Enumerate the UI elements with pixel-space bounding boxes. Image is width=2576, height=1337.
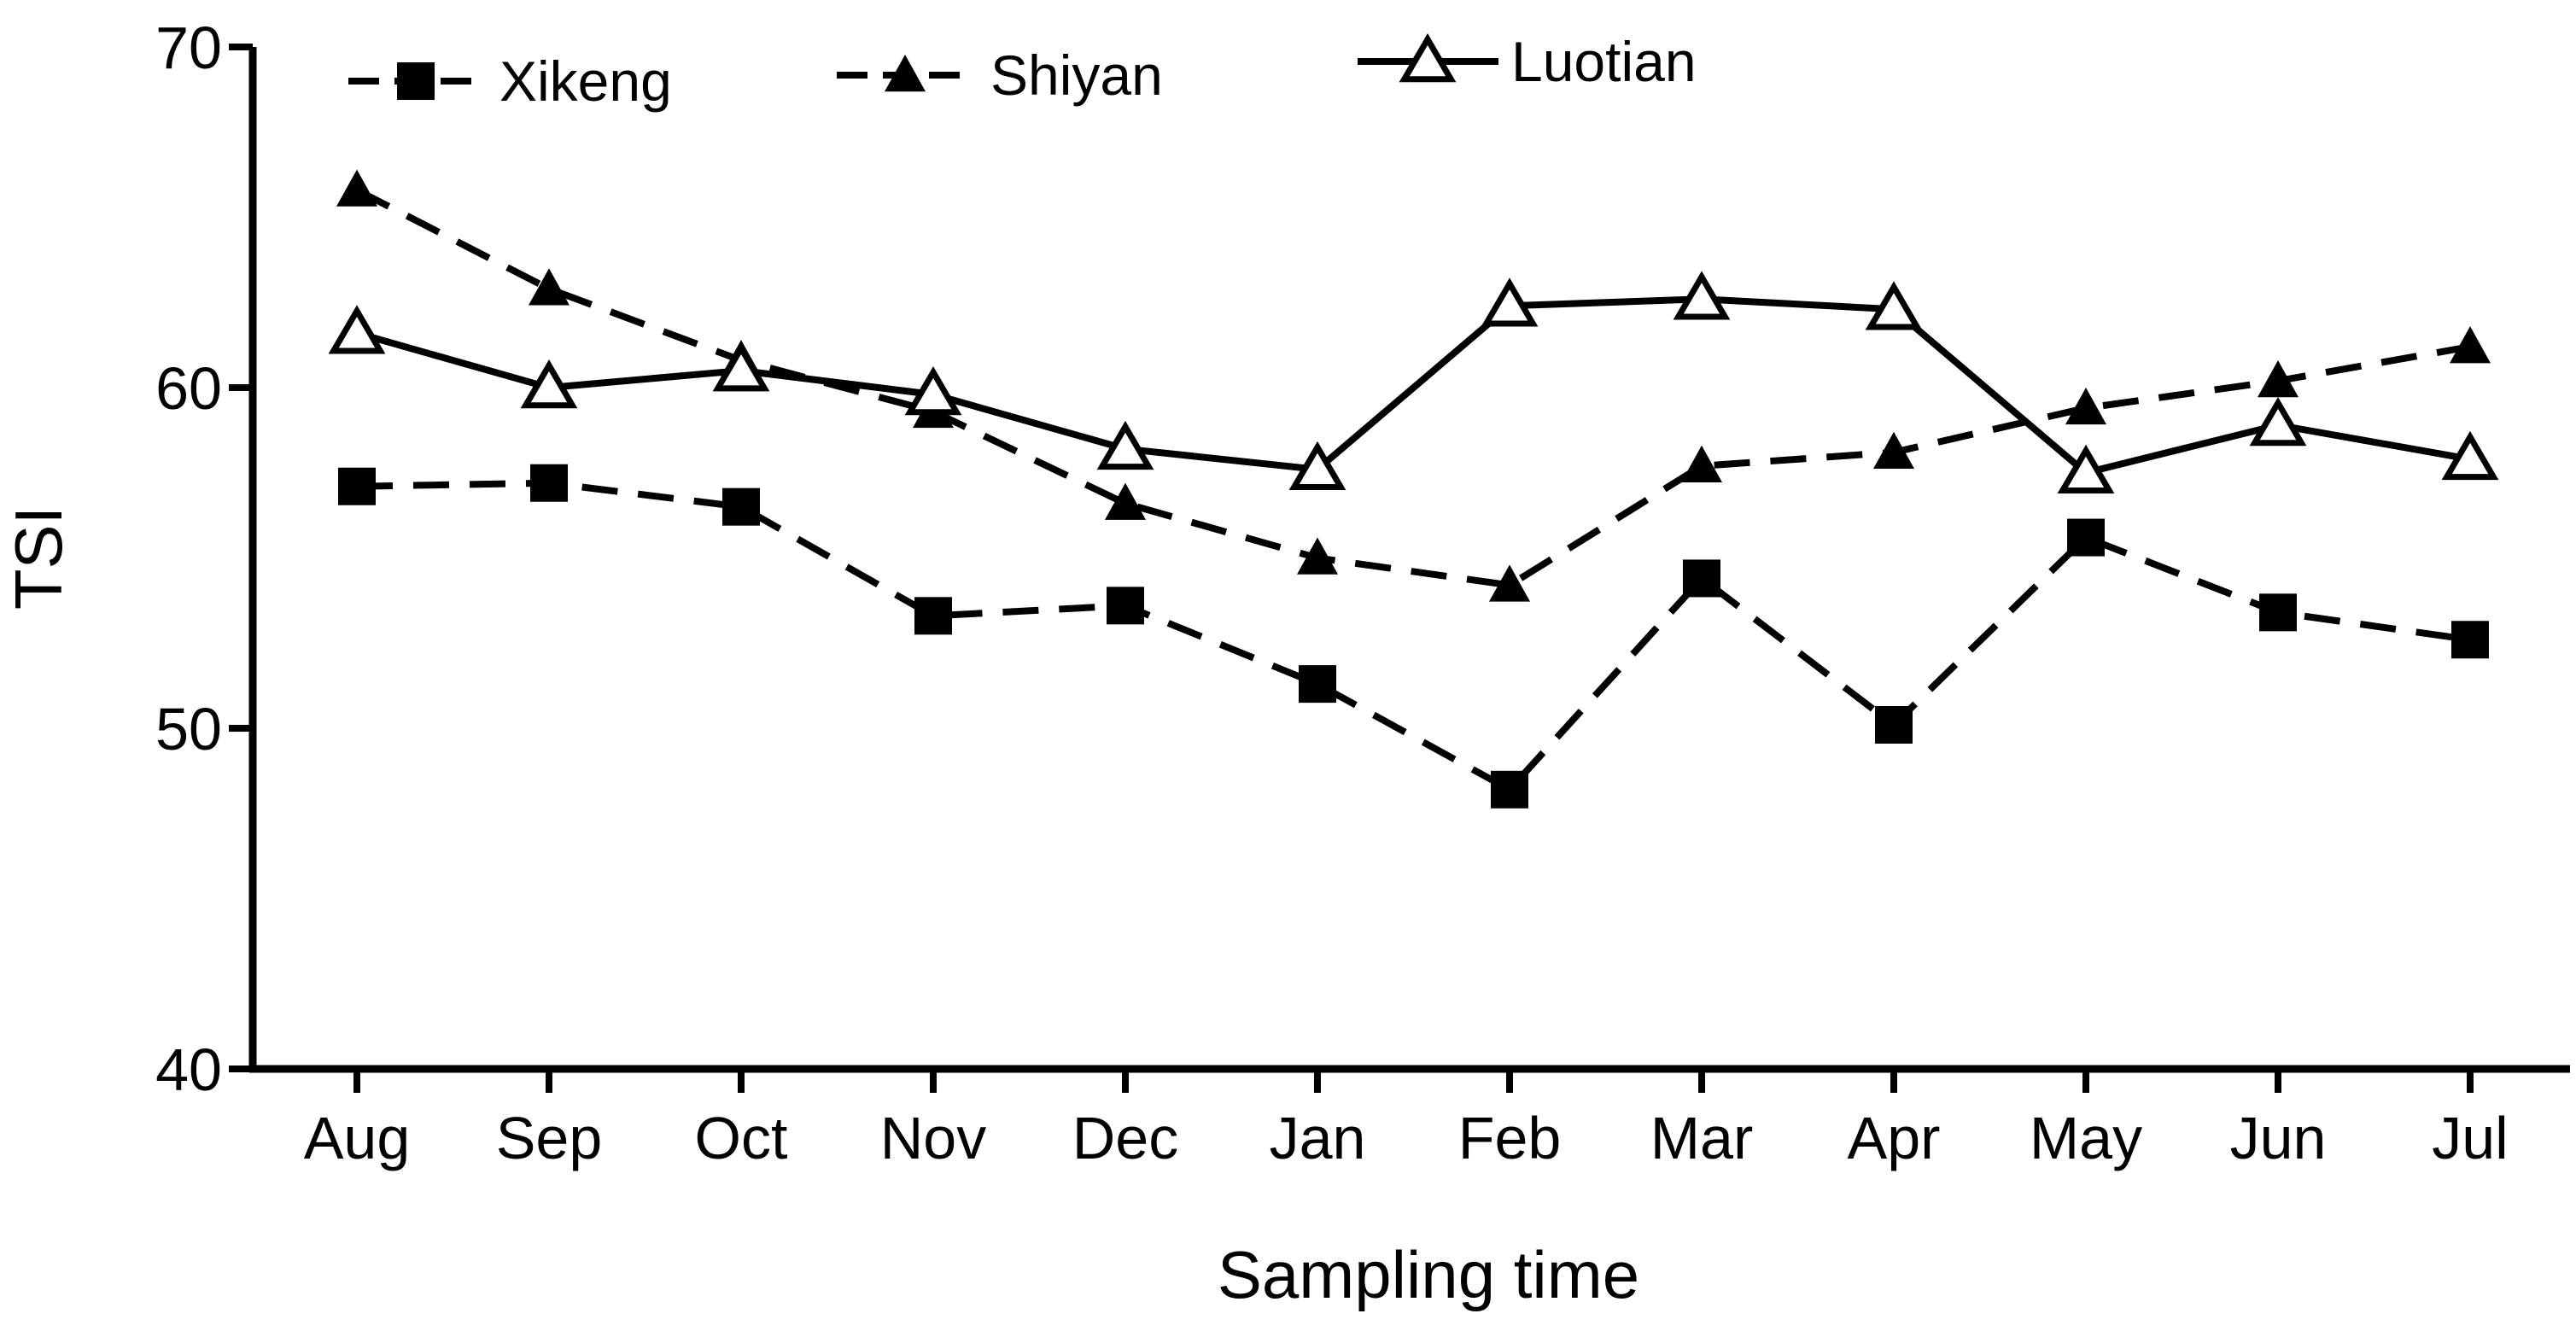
data-point: [2259, 593, 2297, 632]
data-point: [1875, 706, 1913, 744]
series-line: [355, 187, 2471, 589]
y-tick-label: 70: [155, 15, 222, 81]
y-axis-ticks: 40 50 60 70: [155, 15, 253, 1103]
data-point: [1105, 482, 1146, 520]
x-axis-title: Sampling time: [1218, 1237, 1639, 1312]
series-luotian: [328, 271, 2499, 494]
data-point: [2441, 430, 2499, 481]
data-point: [1491, 770, 1528, 809]
data-point: [1683, 559, 1720, 598]
series-line: [355, 295, 2471, 476]
legend-marker: [885, 55, 926, 92]
data-point: [2249, 396, 2307, 447]
series-layer: [328, 169, 2499, 809]
x-tick-label: Mar: [1650, 1105, 1754, 1171]
legend-label: Xikeng: [499, 50, 672, 113]
x-tick-label: Jul: [2432, 1105, 2508, 1171]
legend-item-xikeng: Xikeng: [348, 50, 672, 113]
data-point: [2057, 444, 2115, 494]
data-point: [336, 169, 377, 207]
data-point: [1096, 420, 1154, 470]
x-axis-ticks: Aug Sep Oct Nov Dec Jan Feb Mar Apr May Jun Jul: [304, 1069, 2509, 1171]
legend: Xikeng Shiyan Luotian: [348, 30, 1697, 113]
data-point: [1299, 665, 1336, 704]
data-point: [904, 366, 962, 416]
data-point: [2258, 360, 2299, 398]
legend-label: Luotian: [1511, 30, 1697, 93]
x-tick-label: Oct: [695, 1105, 788, 1171]
data-point: [338, 467, 376, 505]
y-tick-label: 40: [155, 1036, 222, 1103]
y-axis-title: TSI: [1, 506, 76, 610]
x-tick-label: Apr: [1848, 1105, 1941, 1171]
series-xikeng: [338, 464, 2489, 809]
x-tick-label: Jan: [1270, 1105, 1366, 1171]
x-tick-label: Jun: [2230, 1105, 2327, 1171]
legend-item-luotian: Luotian: [1358, 30, 1697, 93]
y-tick-label: 50: [155, 696, 222, 762]
legend-item-shiyan: Shiyan: [837, 44, 1163, 107]
data-point: [1481, 277, 1539, 327]
x-tick-label: Nov: [880, 1105, 986, 1171]
data-point: [914, 597, 952, 635]
data-point: [520, 359, 578, 409]
data-point: [529, 268, 570, 306]
data-point: [2067, 518, 2105, 557]
data-point: [1673, 271, 1731, 320]
data-point: [1107, 587, 1144, 625]
axes: [248, 47, 2570, 1073]
legend-marker: [397, 62, 435, 100]
data-point: [1681, 445, 1722, 482]
data-point: [2065, 387, 2106, 425]
x-tick-label: May: [2030, 1105, 2142, 1171]
data-point: [328, 305, 386, 354]
series-line: [356, 479, 2471, 793]
data-point: [1489, 564, 1530, 602]
legend-marker: [1399, 33, 1457, 83]
data-point: [712, 342, 770, 392]
x-tick-label: Dec: [1072, 1105, 1178, 1171]
legend-label: Shiyan: [990, 44, 1163, 107]
data-point: [1865, 281, 1923, 330]
data-point: [2450, 326, 2491, 364]
x-tick-label: Sep: [496, 1105, 603, 1171]
data-point: [530, 464, 568, 502]
data-point: [1873, 431, 1914, 470]
data-point: [1288, 441, 1346, 491]
data-point: [722, 488, 760, 526]
data-point: [1297, 537, 1338, 575]
data-point: [2451, 621, 2489, 659]
y-tick-label: 60: [155, 355, 222, 422]
x-tick-label: Feb: [1458, 1105, 1562, 1171]
x-tick-label: Aug: [304, 1105, 411, 1171]
